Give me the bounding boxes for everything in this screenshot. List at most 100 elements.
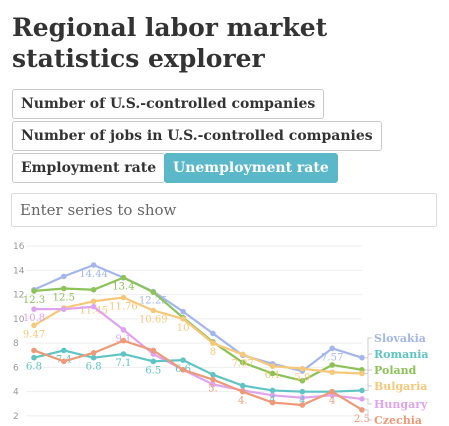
- series-search-input[interactable]: [11, 193, 437, 227]
- y-tick-label: 12: [13, 291, 24, 301]
- series-line-czechia: [33, 339, 363, 411]
- data-label: 4: [299, 396, 305, 407]
- series-name-label: Hungary: [374, 398, 428, 411]
- series-name-label: Bulgaria: [374, 380, 427, 393]
- data-point: [269, 363, 276, 369]
- y-tick-label: 16: [13, 242, 25, 252]
- data-point: [61, 273, 67, 280]
- series-name-label: Czechia: [374, 414, 422, 426]
- series-label-connector: [364, 398, 372, 405]
- y-tick-label: 4: [13, 388, 19, 398]
- series-line-bulgaria: [33, 296, 363, 375]
- data-label: 10.69: [139, 314, 168, 325]
- data-point: [269, 392, 276, 399]
- data-point: [120, 294, 127, 301]
- data-label: 6.8: [86, 362, 102, 373]
- data-point: [239, 388, 246, 395]
- data-point: [90, 298, 97, 305]
- data-point: [120, 274, 127, 281]
- data-point: [359, 370, 365, 377]
- data-label: 12.25: [139, 296, 168, 307]
- data-label: 6.8: [26, 362, 42, 373]
- series-label-connector: [364, 372, 372, 387]
- data-point: [180, 367, 186, 373]
- data-label: 4.: [238, 396, 248, 407]
- data-point: [210, 371, 216, 378]
- data-label: 12.5: [53, 293, 75, 304]
- data-point: [299, 388, 306, 395]
- series-name-label: Slovakia: [374, 332, 426, 345]
- data-label: 10: [177, 323, 190, 334]
- data-point: [329, 345, 335, 352]
- data-point: [180, 357, 186, 363]
- data-point: [180, 308, 186, 315]
- data-point: [150, 358, 157, 365]
- series-label-connector: [364, 337, 372, 359]
- series-line-slovakia: [33, 263, 363, 373]
- data-point: [31, 288, 37, 294]
- y-tick-label: 8: [13, 339, 19, 349]
- data-point: [329, 362, 335, 368]
- data-point: [299, 365, 306, 372]
- data-point: [90, 303, 97, 310]
- data-label: 10.8: [23, 313, 45, 324]
- data-point: [31, 322, 37, 329]
- data-point: [150, 347, 157, 354]
- data-label: 2.5: [354, 414, 370, 425]
- data-point: [210, 381, 216, 388]
- y-tick-label: 10: [13, 315, 25, 325]
- data-point: [120, 337, 127, 344]
- y-tick-label: 6: [13, 363, 19, 373]
- data-point: [269, 399, 276, 406]
- data-label: 9.47: [23, 329, 45, 340]
- data-point: [299, 402, 306, 408]
- metric-button-employment-rate[interactable]: Employment rate: [12, 153, 166, 183]
- data-label: 5.: [208, 384, 218, 395]
- metric-button-jobs-us-controlled-companies[interactable]: Number of jobs in U.S.-controlled compan…: [12, 121, 382, 151]
- data-point: [269, 370, 276, 377]
- data-point: [239, 382, 246, 389]
- data-point: [90, 262, 97, 268]
- series-line-romania: [33, 349, 363, 393]
- data-point: [299, 394, 306, 401]
- series-label-connector: [364, 409, 372, 421]
- data-point: [61, 347, 67, 354]
- data-label: 4: [329, 396, 335, 407]
- data-point: [150, 307, 157, 314]
- data-point: [299, 377, 306, 384]
- data-point: [210, 340, 216, 346]
- series-label-connector: [364, 353, 372, 391]
- data-label: 11.45: [79, 305, 108, 316]
- data-point: [269, 387, 276, 394]
- data-label: 8: [210, 347, 216, 358]
- data-label: 7.1: [116, 358, 132, 369]
- data-label: 11.76: [109, 302, 138, 313]
- data-point: [61, 285, 67, 292]
- data-label: 7.57: [321, 352, 343, 363]
- series-line-hungary: [34, 305, 363, 401]
- data-point: [90, 350, 97, 356]
- data-label: 12.3: [23, 295, 45, 306]
- data-point: [359, 387, 365, 394]
- unemployment-line-chart: 2 4 6 8 10 12 14 16 14.44 12.25 7.57 12.3 12.5 13.4 9.…: [13, 242, 429, 426]
- data-point: [210, 376, 216, 383]
- data-point: [239, 359, 246, 366]
- metric-button-us-controlled-companies[interactable]: Number of U.S.-controlled companies: [12, 89, 325, 119]
- data-label: 13.4: [112, 282, 134, 293]
- data-point: [180, 316, 186, 322]
- data-point: [329, 388, 335, 395]
- metric-button-unemployment-rate[interactable]: Unemployment rate: [164, 153, 338, 183]
- data-point: [90, 286, 97, 293]
- data-point: [359, 396, 365, 402]
- data-point: [61, 306, 67, 312]
- data-point: [120, 351, 127, 357]
- data-point: [120, 326, 127, 333]
- series-name-label: Romania: [374, 348, 429, 361]
- data-point: [239, 351, 246, 358]
- data-label: 6.5: [145, 365, 161, 376]
- data-point: [210, 330, 216, 337]
- series-line-poland: [33, 276, 363, 382]
- y-tick-label: 2: [13, 412, 19, 422]
- data-label: 7.07: [232, 358, 254, 369]
- data-point: [329, 369, 335, 376]
